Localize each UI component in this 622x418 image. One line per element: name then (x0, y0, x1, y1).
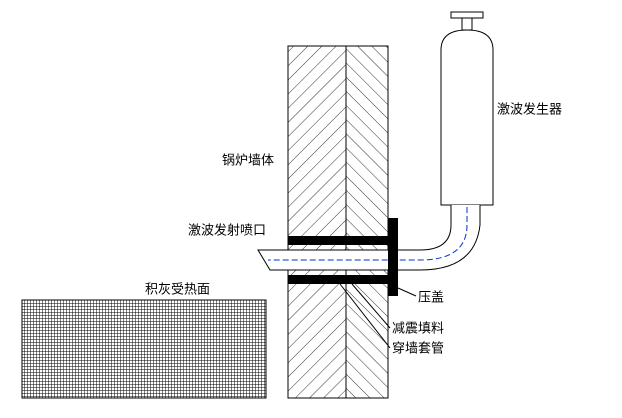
wall-label: 锅炉墙体 (222, 153, 274, 169)
gland (288, 218, 398, 296)
generator (440, 11, 494, 206)
nozzle-label: 激波发射喷口 (188, 223, 266, 239)
wall (287, 45, 389, 399)
gland-label: 压盖 (418, 291, 444, 306)
leaders (339, 283, 417, 349)
ash-surface (21, 299, 267, 399)
generator-label: 激波发生器 (497, 102, 562, 118)
filler-label: 减震填料 (392, 322, 444, 337)
surface-label: 积灰受热面 (145, 283, 210, 298)
pipe (257, 205, 481, 271)
sleeve-label: 穿墙套管 (392, 341, 444, 357)
